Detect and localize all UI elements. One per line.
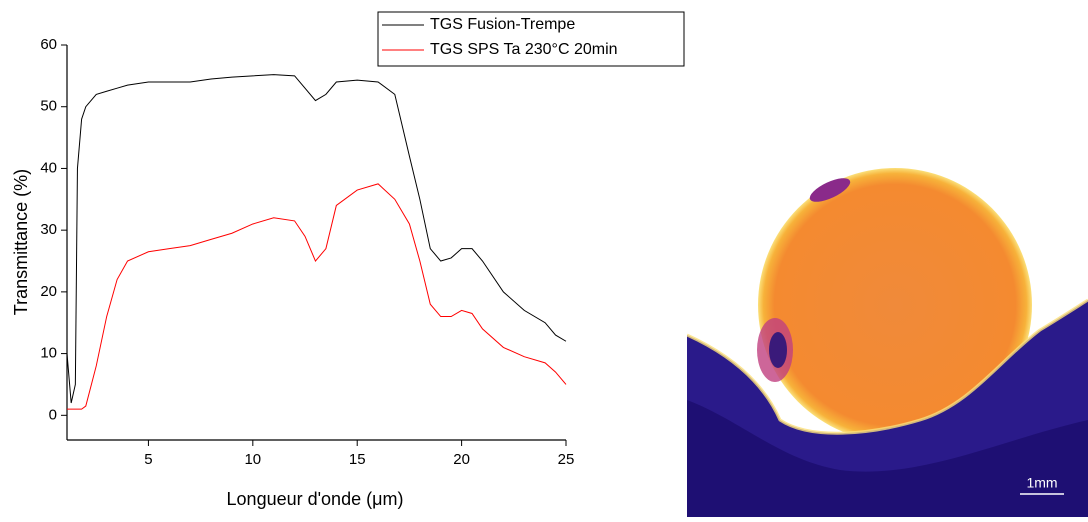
scale-label: 1mm	[1026, 475, 1057, 491]
series-line	[66, 74, 567, 404]
y-tick-label: 60	[40, 36, 57, 53]
legend-label: TGS Fusion-Trempe	[430, 16, 575, 33]
y-tick-label: 10	[40, 345, 57, 362]
x-tick-label: 20	[453, 451, 470, 468]
legend	[377, 11, 685, 67]
y-tick-label: 50	[40, 98, 57, 115]
y-tick-label: 0	[49, 406, 57, 423]
legend-label: TGS SPS Ta 230°C 20min	[430, 41, 618, 58]
thermal-image: 1mm	[687, 128, 1088, 517]
y-axis-label: Transmittance (%)	[11, 169, 31, 315]
x-tick-label: 5	[144, 451, 152, 468]
x-tick-label: 25	[558, 451, 575, 468]
x-tick-label: 10	[244, 451, 261, 468]
y-tick-label: 40	[40, 159, 57, 176]
y-tick-label: 30	[40, 221, 57, 238]
y-tick-label: 20	[40, 283, 57, 300]
series-line	[67, 183, 567, 410]
x-tick-label: 15	[349, 451, 366, 468]
x-axis-label: Longueur d'onde (μm)	[227, 489, 404, 509]
